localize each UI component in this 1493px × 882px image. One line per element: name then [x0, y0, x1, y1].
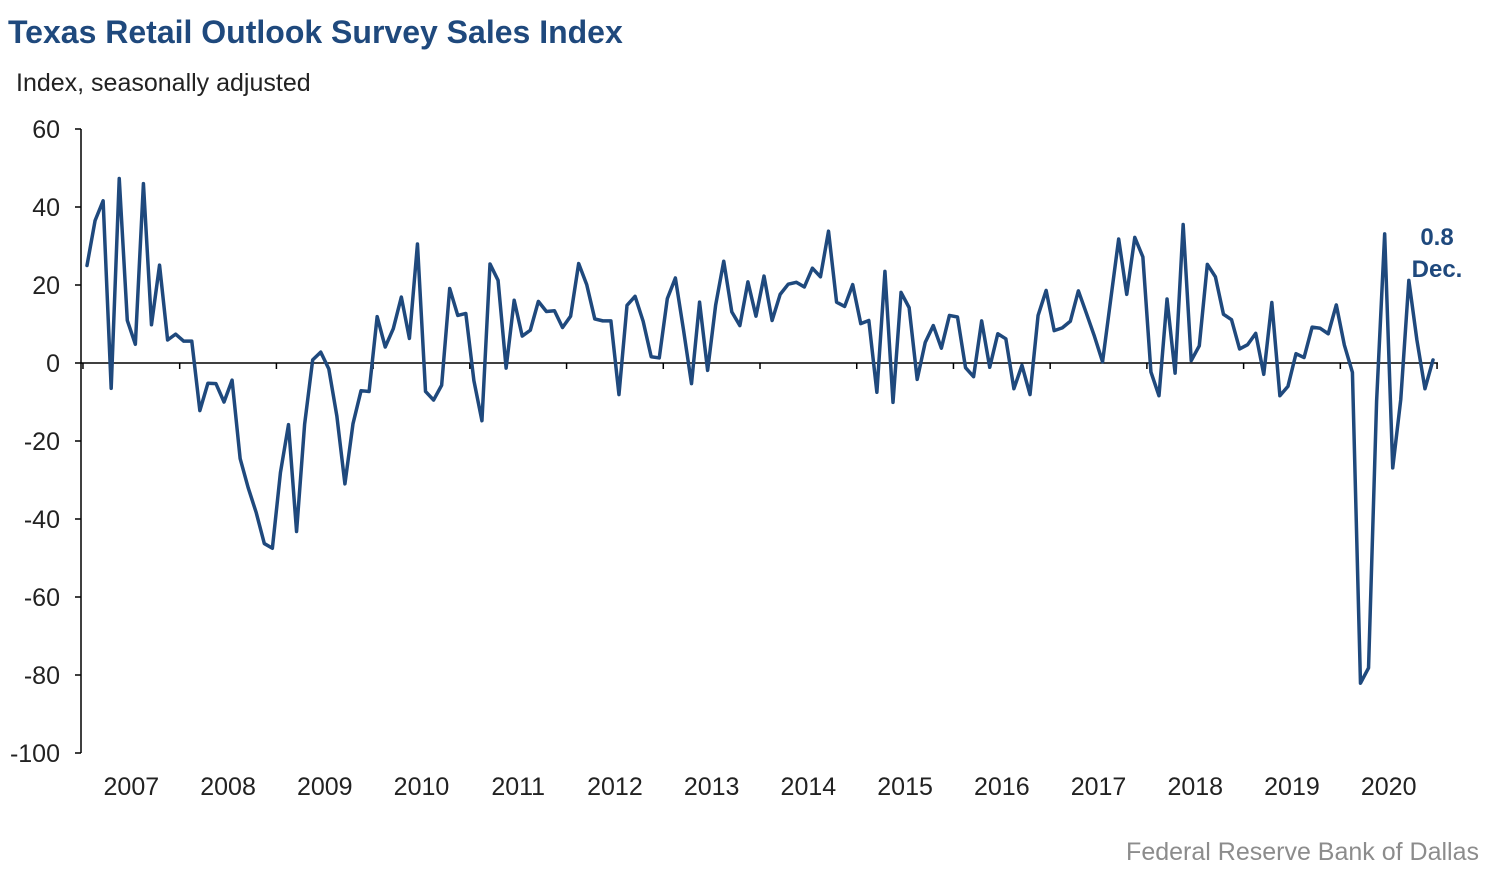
y-tick-label: -60	[24, 584, 60, 612]
y-tick-label: -80	[24, 662, 60, 690]
x-tick-label: 2010	[394, 773, 450, 801]
y-tick-label: 40	[32, 194, 60, 222]
y-tick-label: -40	[24, 506, 60, 534]
series-layer	[85, 176, 1435, 685]
x-tick-label: 2009	[297, 773, 353, 801]
chart-subtitle: Index, seasonally adjusted	[16, 69, 311, 97]
y-tick-label: -100	[10, 740, 60, 768]
last-month-annotation: Dec.	[1412, 256, 1463, 283]
y-axis: 60 40 20 0 -20 -40 -60 -80 -100	[10, 116, 82, 768]
source-credit: Federal Reserve Bank of Dallas	[1126, 838, 1479, 866]
x-tick-label: 2008	[200, 773, 256, 801]
chart-title: Texas Retail Outlook Survey Sales Index	[8, 14, 623, 50]
last-value-annotation: 0.8	[1420, 224, 1453, 251]
x-tick-label: 2015	[877, 773, 933, 801]
y-tick-label: 20	[32, 272, 60, 300]
x-tick-label: 2007	[104, 773, 160, 801]
y-tick-label: 0	[46, 350, 60, 378]
x-tick-label: 2019	[1264, 773, 1320, 801]
y-tick-label: -20	[24, 428, 60, 456]
x-tick-label: 2016	[974, 773, 1030, 801]
x-tick-label: 2020	[1361, 773, 1417, 801]
x-axis: 2007 2008 2009 2010 2011 2012 2013 2014 2015 2016…	[81, 362, 1438, 801]
x-tick-label: 2017	[1071, 773, 1127, 801]
y-tick-label: 60	[32, 116, 60, 144]
x-tick-label: 2011	[491, 773, 545, 801]
series-line-0	[85, 176, 1435, 685]
x-tick-label: 2012	[587, 773, 643, 801]
annotation-layer: 0.8 Dec.	[1412, 224, 1463, 283]
x-tick-label: 2018	[1167, 773, 1223, 801]
x-tick-label: 2014	[781, 773, 837, 801]
x-tick-label: 2013	[684, 773, 740, 801]
